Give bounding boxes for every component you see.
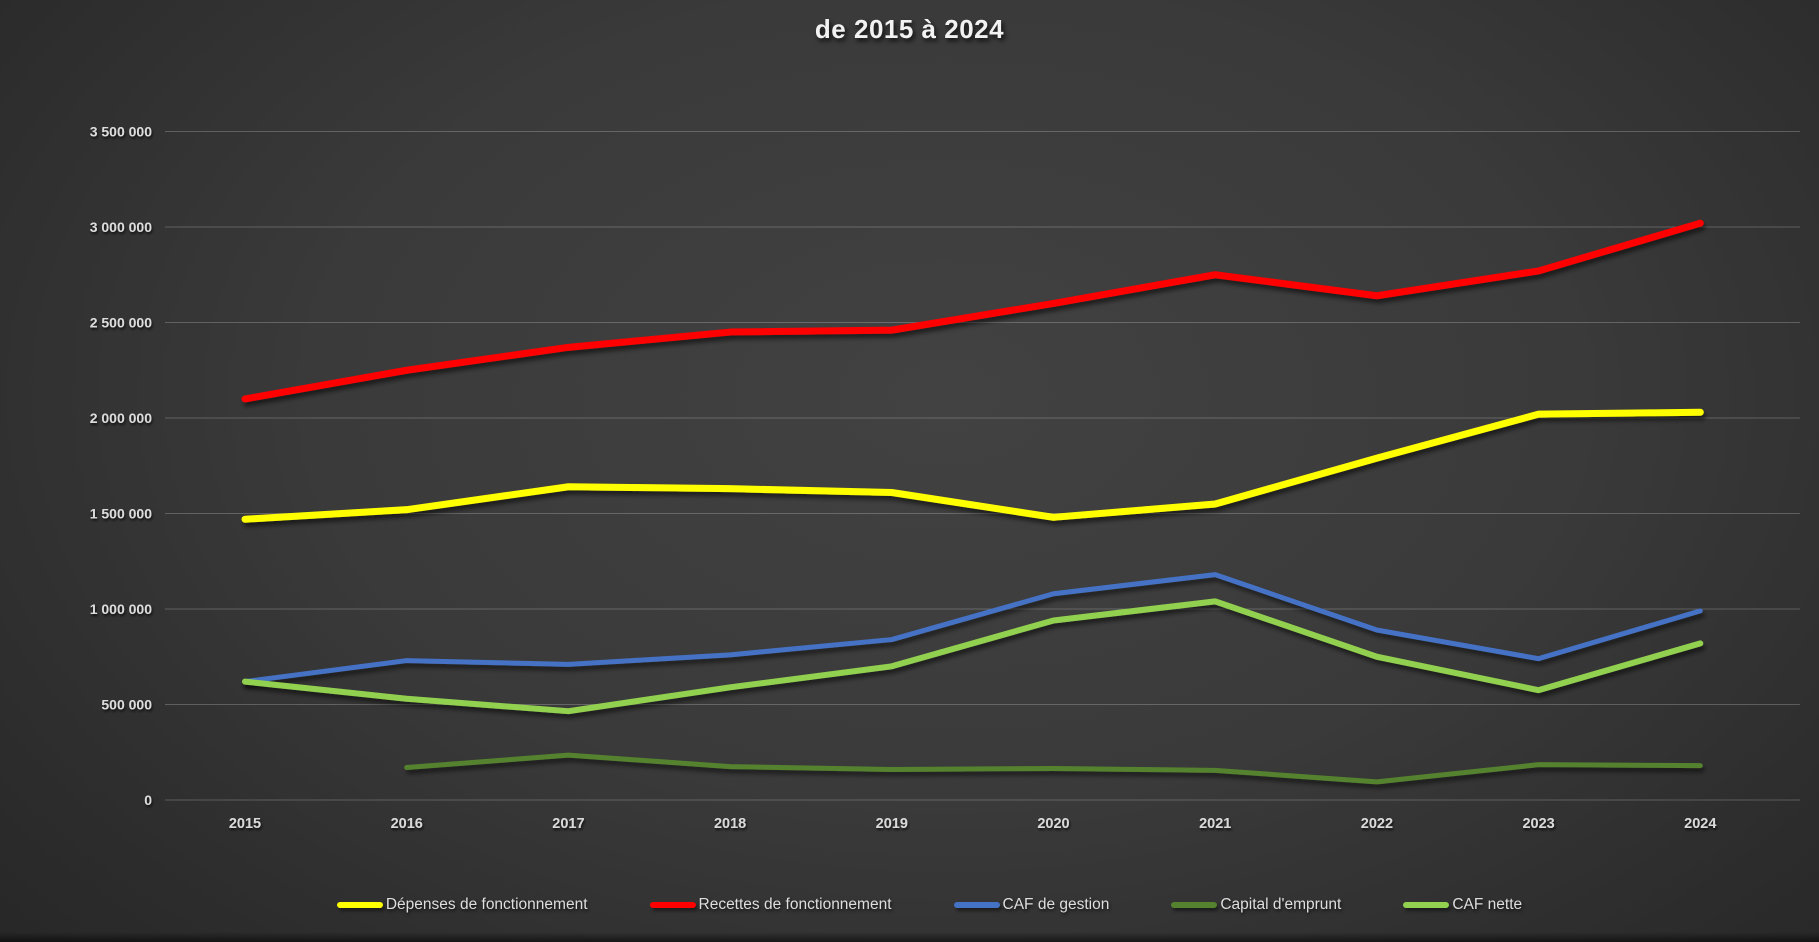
- x-tick-label: 2020: [1037, 816, 1069, 832]
- data-series: [241, 219, 1704, 785]
- legend-label: Recettes de fonctionnement: [698, 896, 892, 913]
- series-line-recettes-de-fonctionnement[interactable]: [241, 219, 1704, 403]
- legend-item-d-penses-de-fonctionnement[interactable]: Dépenses de fonctionnement: [336, 896, 588, 914]
- legend-swatch: [336, 902, 383, 908]
- x-tick-label: 2019: [876, 816, 908, 832]
- x-tick-label: 2023: [1522, 816, 1554, 832]
- y-tick-label: 2 500 000: [90, 315, 152, 331]
- legend-swatch: [1403, 902, 1450, 908]
- y-tick-label: 1 500 000: [90, 506, 152, 522]
- series-line-capital-d-emprunt[interactable]: [404, 752, 1703, 785]
- series-line-d-penses-de-fonctionnement[interactable]: [241, 408, 1704, 523]
- window-bottom-edge: [0, 932, 1819, 942]
- legend-item-recettes-de-fonctionnement[interactable]: Recettes de fonctionnement: [649, 896, 892, 914]
- y-tick-label: 3 500 000: [90, 124, 152, 140]
- x-axis-tick-labels: 2015 2016 2017 2018 2019 2020 2021 2022 2023 2024: [229, 816, 1717, 832]
- legend-swatch: [649, 902, 696, 908]
- legend-item-capital-d-emprunt[interactable]: Capital d'emprunt: [1171, 896, 1341, 914]
- x-tick-label: 2017: [552, 816, 584, 832]
- legend-label: CAF de gestion: [1002, 896, 1110, 913]
- legend-label: Capital d'emprunt: [1220, 896, 1342, 913]
- chart-title: de 2015 à 2024: [814, 14, 1005, 44]
- legend-label: CAF nette: [1452, 896, 1523, 913]
- legend-label: Dépenses de fonctionnement: [385, 896, 588, 913]
- legend-swatch: [1171, 902, 1218, 908]
- x-tick-label: 2018: [714, 816, 746, 832]
- y-tick-label: 1 000 000: [90, 601, 152, 617]
- x-tick-label: 2015: [229, 816, 261, 832]
- chart-legend: Dépenses de fonctionnement Recettes de fo…: [40, 896, 1819, 914]
- x-tick-label: 2022: [1361, 816, 1393, 832]
- x-tick-label: 2024: [1684, 816, 1716, 832]
- legend-item-caf-de-gestion[interactable]: CAF de gestion: [953, 896, 1110, 914]
- x-tick-label: 2016: [391, 816, 423, 832]
- y-tick-label: 2 000 000: [90, 410, 152, 426]
- legend-swatch: [953, 902, 1000, 908]
- x-tick-label: 2021: [1199, 816, 1231, 832]
- gridlines: [165, 131, 1800, 801]
- y-axis-tick-labels: 0 500 000 1 000 000 1 500 000 2 000 000 2 500…: [90, 124, 153, 809]
- y-tick-label: 3 000 000: [90, 219, 152, 235]
- legend-item-caf-nette[interactable]: CAF nette: [1403, 896, 1522, 914]
- series-line-caf-de-gestion[interactable]: [242, 572, 1703, 685]
- series-line-caf-nette[interactable]: [242, 598, 1704, 715]
- y-tick-label: 500 000: [101, 697, 152, 713]
- y-tick-label: 0: [144, 792, 152, 808]
